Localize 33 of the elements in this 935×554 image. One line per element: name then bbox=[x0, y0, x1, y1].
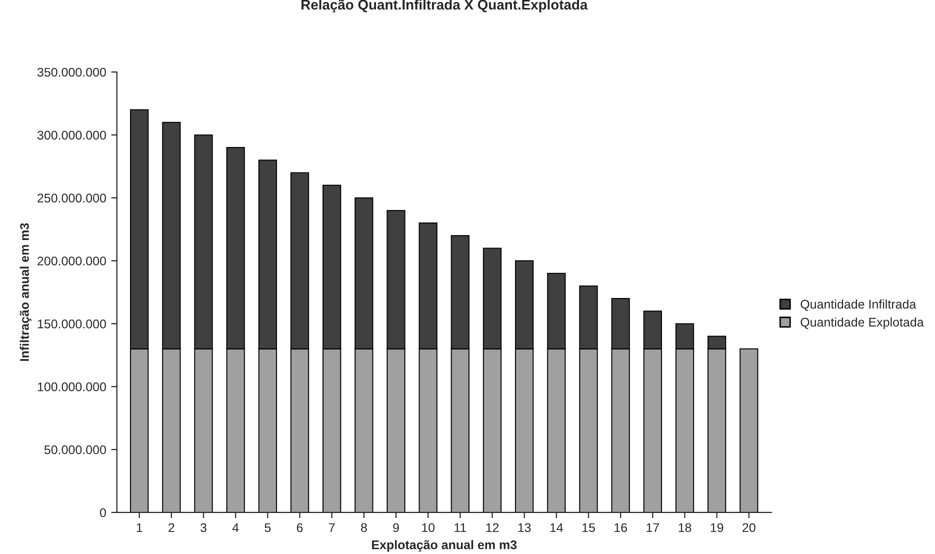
legend-label: Quantidade Explotada bbox=[800, 317, 924, 330]
y-tick-label: 350.000.000 bbox=[37, 68, 106, 77]
x-tick-label: 4 bbox=[232, 523, 239, 532]
x-tick-label: 10 bbox=[422, 523, 435, 532]
x-tick-label: 13 bbox=[518, 523, 531, 532]
x-tick-label: 18 bbox=[678, 523, 692, 532]
x-tick-label: 2 bbox=[168, 523, 174, 532]
x-tick-label: 20 bbox=[742, 523, 756, 532]
x-tick-label: 15 bbox=[582, 523, 595, 532]
bar bbox=[740, 348, 758, 512]
x-tick-label: 3 bbox=[200, 523, 206, 532]
y-tick-label: 50.000.000 bbox=[44, 445, 106, 454]
y-tick-label: 100.000.000 bbox=[38, 382, 106, 392]
x-tick-label: 11 bbox=[454, 523, 466, 532]
x-tick-label: 7 bbox=[329, 523, 335, 532]
x-tick-label: 19 bbox=[710, 523, 724, 532]
x-tick-label: 12 bbox=[486, 523, 499, 532]
x-tick-label: 17 bbox=[646, 523, 659, 532]
y-tick-label: 250.000.000 bbox=[38, 194, 106, 203]
x-tick-label: 8 bbox=[360, 523, 367, 532]
y-tick-label: 200.000.000 bbox=[38, 256, 106, 266]
x-tick-label: 5 bbox=[264, 523, 271, 532]
y-axis-title: Infiltração anual em m3 bbox=[20, 223, 32, 361]
x-tick-label: 6 bbox=[296, 523, 303, 532]
x-tick-label: 1 bbox=[136, 523, 142, 532]
y-tick-label: 0 bbox=[100, 508, 106, 518]
x-tick-label: 9 bbox=[393, 523, 399, 532]
x-tick-label: 14 bbox=[550, 523, 564, 532]
legend-label: Quantidade Infiltrada bbox=[800, 299, 916, 311]
y-tick-label: 150.000.000 bbox=[38, 319, 106, 328]
x-axis-title: Explotação anual em m3 bbox=[372, 540, 517, 552]
x-tick-label: 16 bbox=[614, 523, 627, 532]
y-tick-label: 300.000.000 bbox=[37, 130, 106, 140]
